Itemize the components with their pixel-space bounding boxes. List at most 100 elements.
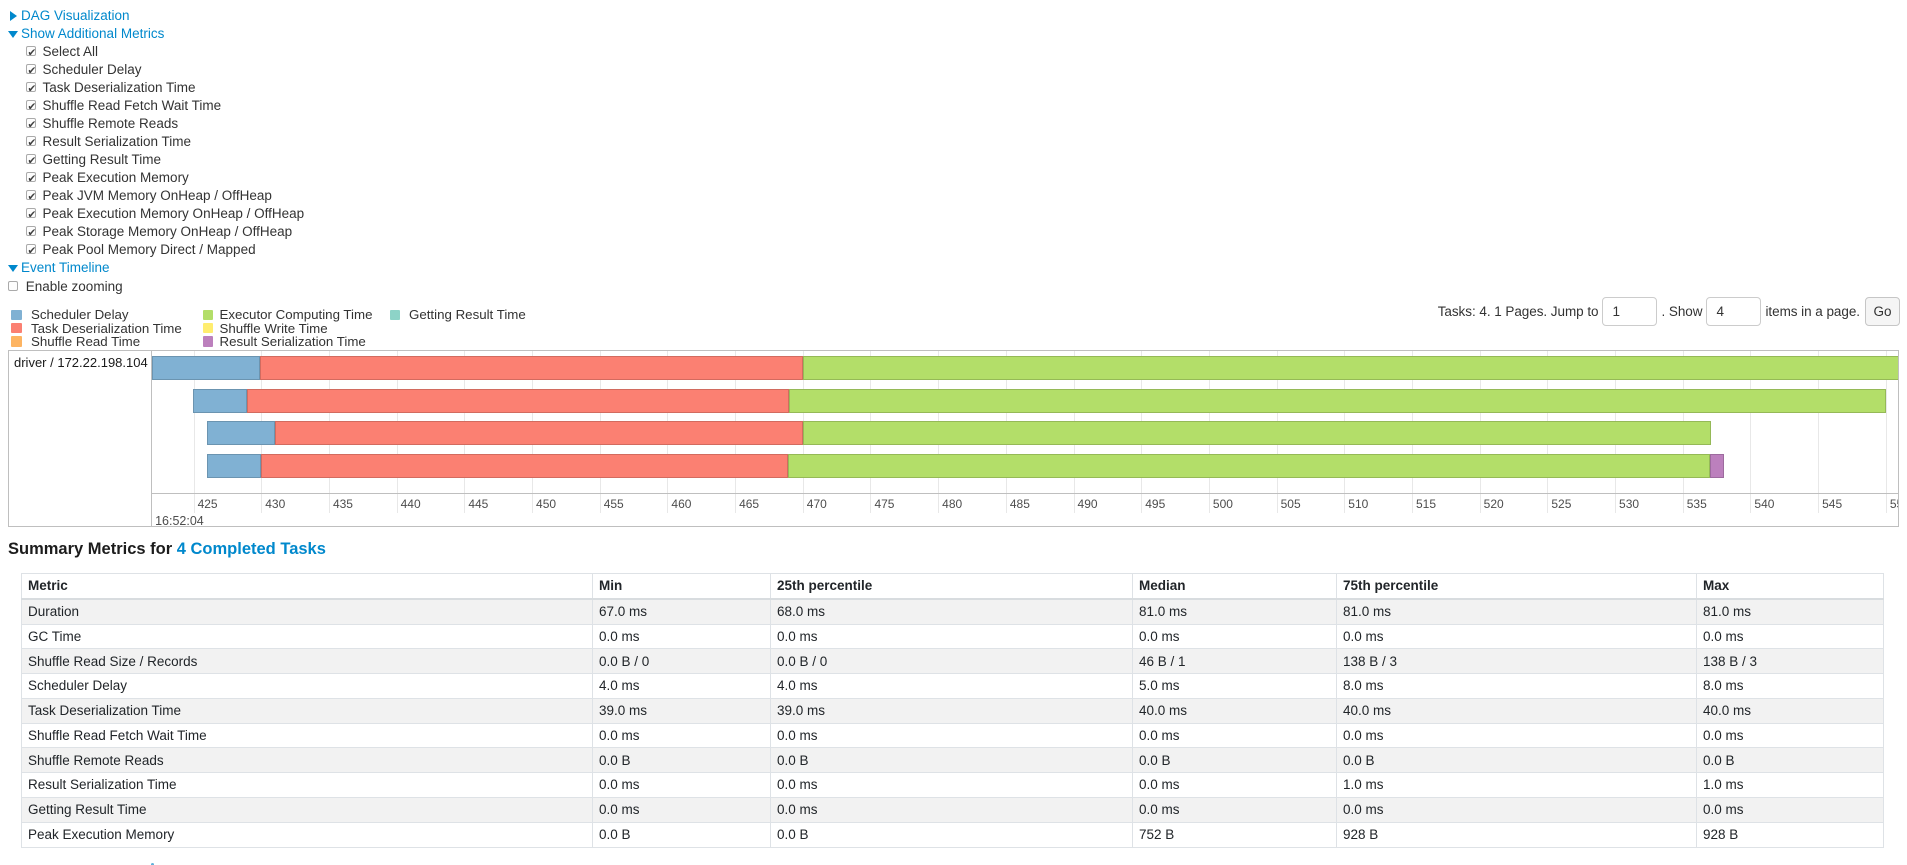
timeline-tick-label: 545 <box>1822 496 1843 511</box>
timeline-grid-stub <box>1682 493 1684 514</box>
completed-tasks-link[interactable]: 4 Completed Tasks <box>176 540 326 558</box>
timeline-tick-label: 455 <box>603 496 624 511</box>
event-timeline-link[interactable]: Event Timeline <box>21 260 110 275</box>
task-segment-result-serialization[interactable] <box>1709 454 1725 478</box>
summary-metric-name: Result Serialization Time <box>21 772 593 799</box>
summary-metric-value: 39.0 ms <box>592 697 771 724</box>
summary-metric-value: 0.0 B / 0 <box>592 648 771 675</box>
metric-checkbox[interactable] <box>26 98 36 116</box>
task-segment-task-deserialization[interactable] <box>274 421 803 446</box>
task-segment-task-deserialization[interactable] <box>261 454 788 478</box>
task-segment-scheduler-delay[interactable] <box>207 421 275 446</box>
summary-metric-value: 0.0 B / 0 <box>770 648 1133 675</box>
timeline-tick-label: 445 <box>468 496 489 511</box>
dag-visualization-toggle[interactable]: DAG Visualization <box>8 7 130 25</box>
timeline-tick-label: 540 <box>1754 496 1775 511</box>
metric-checkbox-label: Result Serialization Time <box>42 134 192 150</box>
show-additional-metrics-toggle[interactable]: Show Additional Metrics <box>8 25 164 43</box>
timeline-tick-label: 520 <box>1483 496 1504 511</box>
metric-checkbox[interactable] <box>26 116 36 134</box>
summary-metric-value: 40.0 ms <box>1132 697 1337 724</box>
metric-checkbox[interactable] <box>26 152 36 170</box>
timeline-grid-stub <box>193 493 195 514</box>
task-segment-task-deserialization[interactable] <box>259 356 803 380</box>
timeline-gridline <box>193 351 195 494</box>
summary-table-row: Shuffle Read Size / Records 0.0 B / 0 0.0 … <box>21 648 1884 675</box>
metric-checkbox[interactable] <box>26 206 36 224</box>
legend-label: Shuffle Read Time <box>31 333 141 349</box>
timeline-tick-label: 490 <box>1077 496 1098 511</box>
timeline-grid-stub <box>532 493 534 514</box>
event-timeline-toggle[interactable]: Event Timeline <box>8 259 110 277</box>
timeline-grid-stub <box>1208 493 1210 514</box>
summary-metric-value: 4.0 ms <box>592 673 771 699</box>
summary-metric-value: 0.0 B <box>592 821 771 848</box>
summary-metric-value: 0.0 B <box>592 747 771 774</box>
summary-metric-name: Shuffle Remote Reads <box>21 747 593 774</box>
metric-checkbox[interactable] <box>26 170 36 188</box>
task-segment-scheduler-delay[interactable] <box>151 356 260 380</box>
summary-metric-value: 8.0 ms <box>1696 673 1884 699</box>
metric-checkbox[interactable] <box>26 242 36 260</box>
task-segment-executor-computing[interactable] <box>787 454 1710 478</box>
summary-metric-value: 138 B / 3 <box>1336 648 1697 675</box>
task-segment-executor-computing[interactable] <box>802 356 1898 380</box>
pagination-summary-text: Tasks: 4. 1 Pages. Jump to <box>1437 304 1599 319</box>
pagination-items-text: items in a page. <box>1765 304 1860 319</box>
summary-column-header: 25th percentile <box>770 572 1133 600</box>
executor-group-label: driver / 172.22.198.104 <box>14 354 148 370</box>
metric-checkbox[interactable] <box>26 134 36 152</box>
summary-metric-name: Scheduler Delay <box>21 673 593 699</box>
timeline-tick-label: 450 <box>536 496 557 511</box>
summary-metric-value: 0.0 ms <box>592 797 771 823</box>
metric-checkbox-label: Peak Execution Memory OnHeap / OffHeap <box>42 206 305 222</box>
metric-checkbox-row: Result Serialization Time <box>8 133 192 152</box>
timeline-grid-stub <box>1885 493 1887 514</box>
timeline-grid-stub <box>1411 493 1413 514</box>
summary-metric-value: 40.0 ms <box>1336 697 1697 724</box>
timeline-grid-stub <box>1141 493 1143 514</box>
metric-checkbox[interactable] <box>26 62 36 80</box>
metric-checkbox-row: Peak Pool Memory Direct / Mapped <box>8 241 256 260</box>
timeline-tick-label: 470 <box>806 496 827 511</box>
metric-checkbox[interactable] <box>26 224 36 242</box>
legend-label: Scheduler Delay <box>31 307 129 323</box>
summary-column-header: Min <box>592 572 771 600</box>
jump-to-page-input[interactable] <box>1602 297 1658 326</box>
summary-column-header: Max <box>1696 572 1884 600</box>
legend-swatch <box>11 336 22 347</box>
metric-checkbox-row: Shuffle Read Fetch Wait Time <box>8 97 221 116</box>
items-per-page-input[interactable] <box>1706 297 1762 326</box>
summary-metric-value: 0.0 B <box>770 747 1133 774</box>
timeline-gridline <box>1818 351 1820 494</box>
timeline-grid-stub <box>938 493 940 514</box>
timeline-gridline <box>1750 351 1752 494</box>
enable-zooming-checkbox[interactable] <box>8 281 18 292</box>
metric-checkbox[interactable] <box>26 80 36 98</box>
summary-table-row: Result Serialization Time 0.0 ms 0.0 ms 0.0… <box>21 772 1884 799</box>
pagination-show-text: . Show <box>1661 304 1703 319</box>
show-additional-metrics-link[interactable]: Show Additional Metrics <box>21 26 165 41</box>
task-segment-scheduler-delay[interactable] <box>193 388 247 413</box>
dag-visualization-link[interactable]: DAG Visualization <box>21 8 130 23</box>
summary-metric-value: 0.0 ms <box>770 772 1133 799</box>
timeline-tick-label: 525 <box>1551 496 1572 511</box>
timeline-tick-label: 500 <box>1212 496 1233 511</box>
summary-table-row: Getting Result Time 0.0 ms 0.0 ms 0.0 ms 0.0… <box>21 797 1884 823</box>
metric-checkbox[interactable] <box>26 188 36 206</box>
timeline-tick-label: 515 <box>1415 496 1437 511</box>
summary-metric-name: Getting Result Time <box>21 797 593 823</box>
timeline-major-label: 16:52:04 <box>155 514 204 527</box>
timeline-grid-stub <box>1276 493 1278 514</box>
task-segment-scheduler-delay[interactable] <box>207 454 262 478</box>
go-button[interactable]: Go <box>1864 297 1900 326</box>
arrow-expanded-icon <box>8 264 18 272</box>
timeline-tick-label: 480 <box>942 496 963 511</box>
task-segment-executor-computing[interactable] <box>788 388 1886 413</box>
enable-zooming-label: Enable zooming <box>25 279 123 295</box>
metric-checkbox[interactable] <box>26 44 36 62</box>
task-segment-task-deserialization[interactable] <box>246 388 789 413</box>
legend-swatch <box>389 309 400 320</box>
task-segment-executor-computing[interactable] <box>802 421 1712 446</box>
summary-metric-value: 81.0 ms <box>1132 598 1337 625</box>
